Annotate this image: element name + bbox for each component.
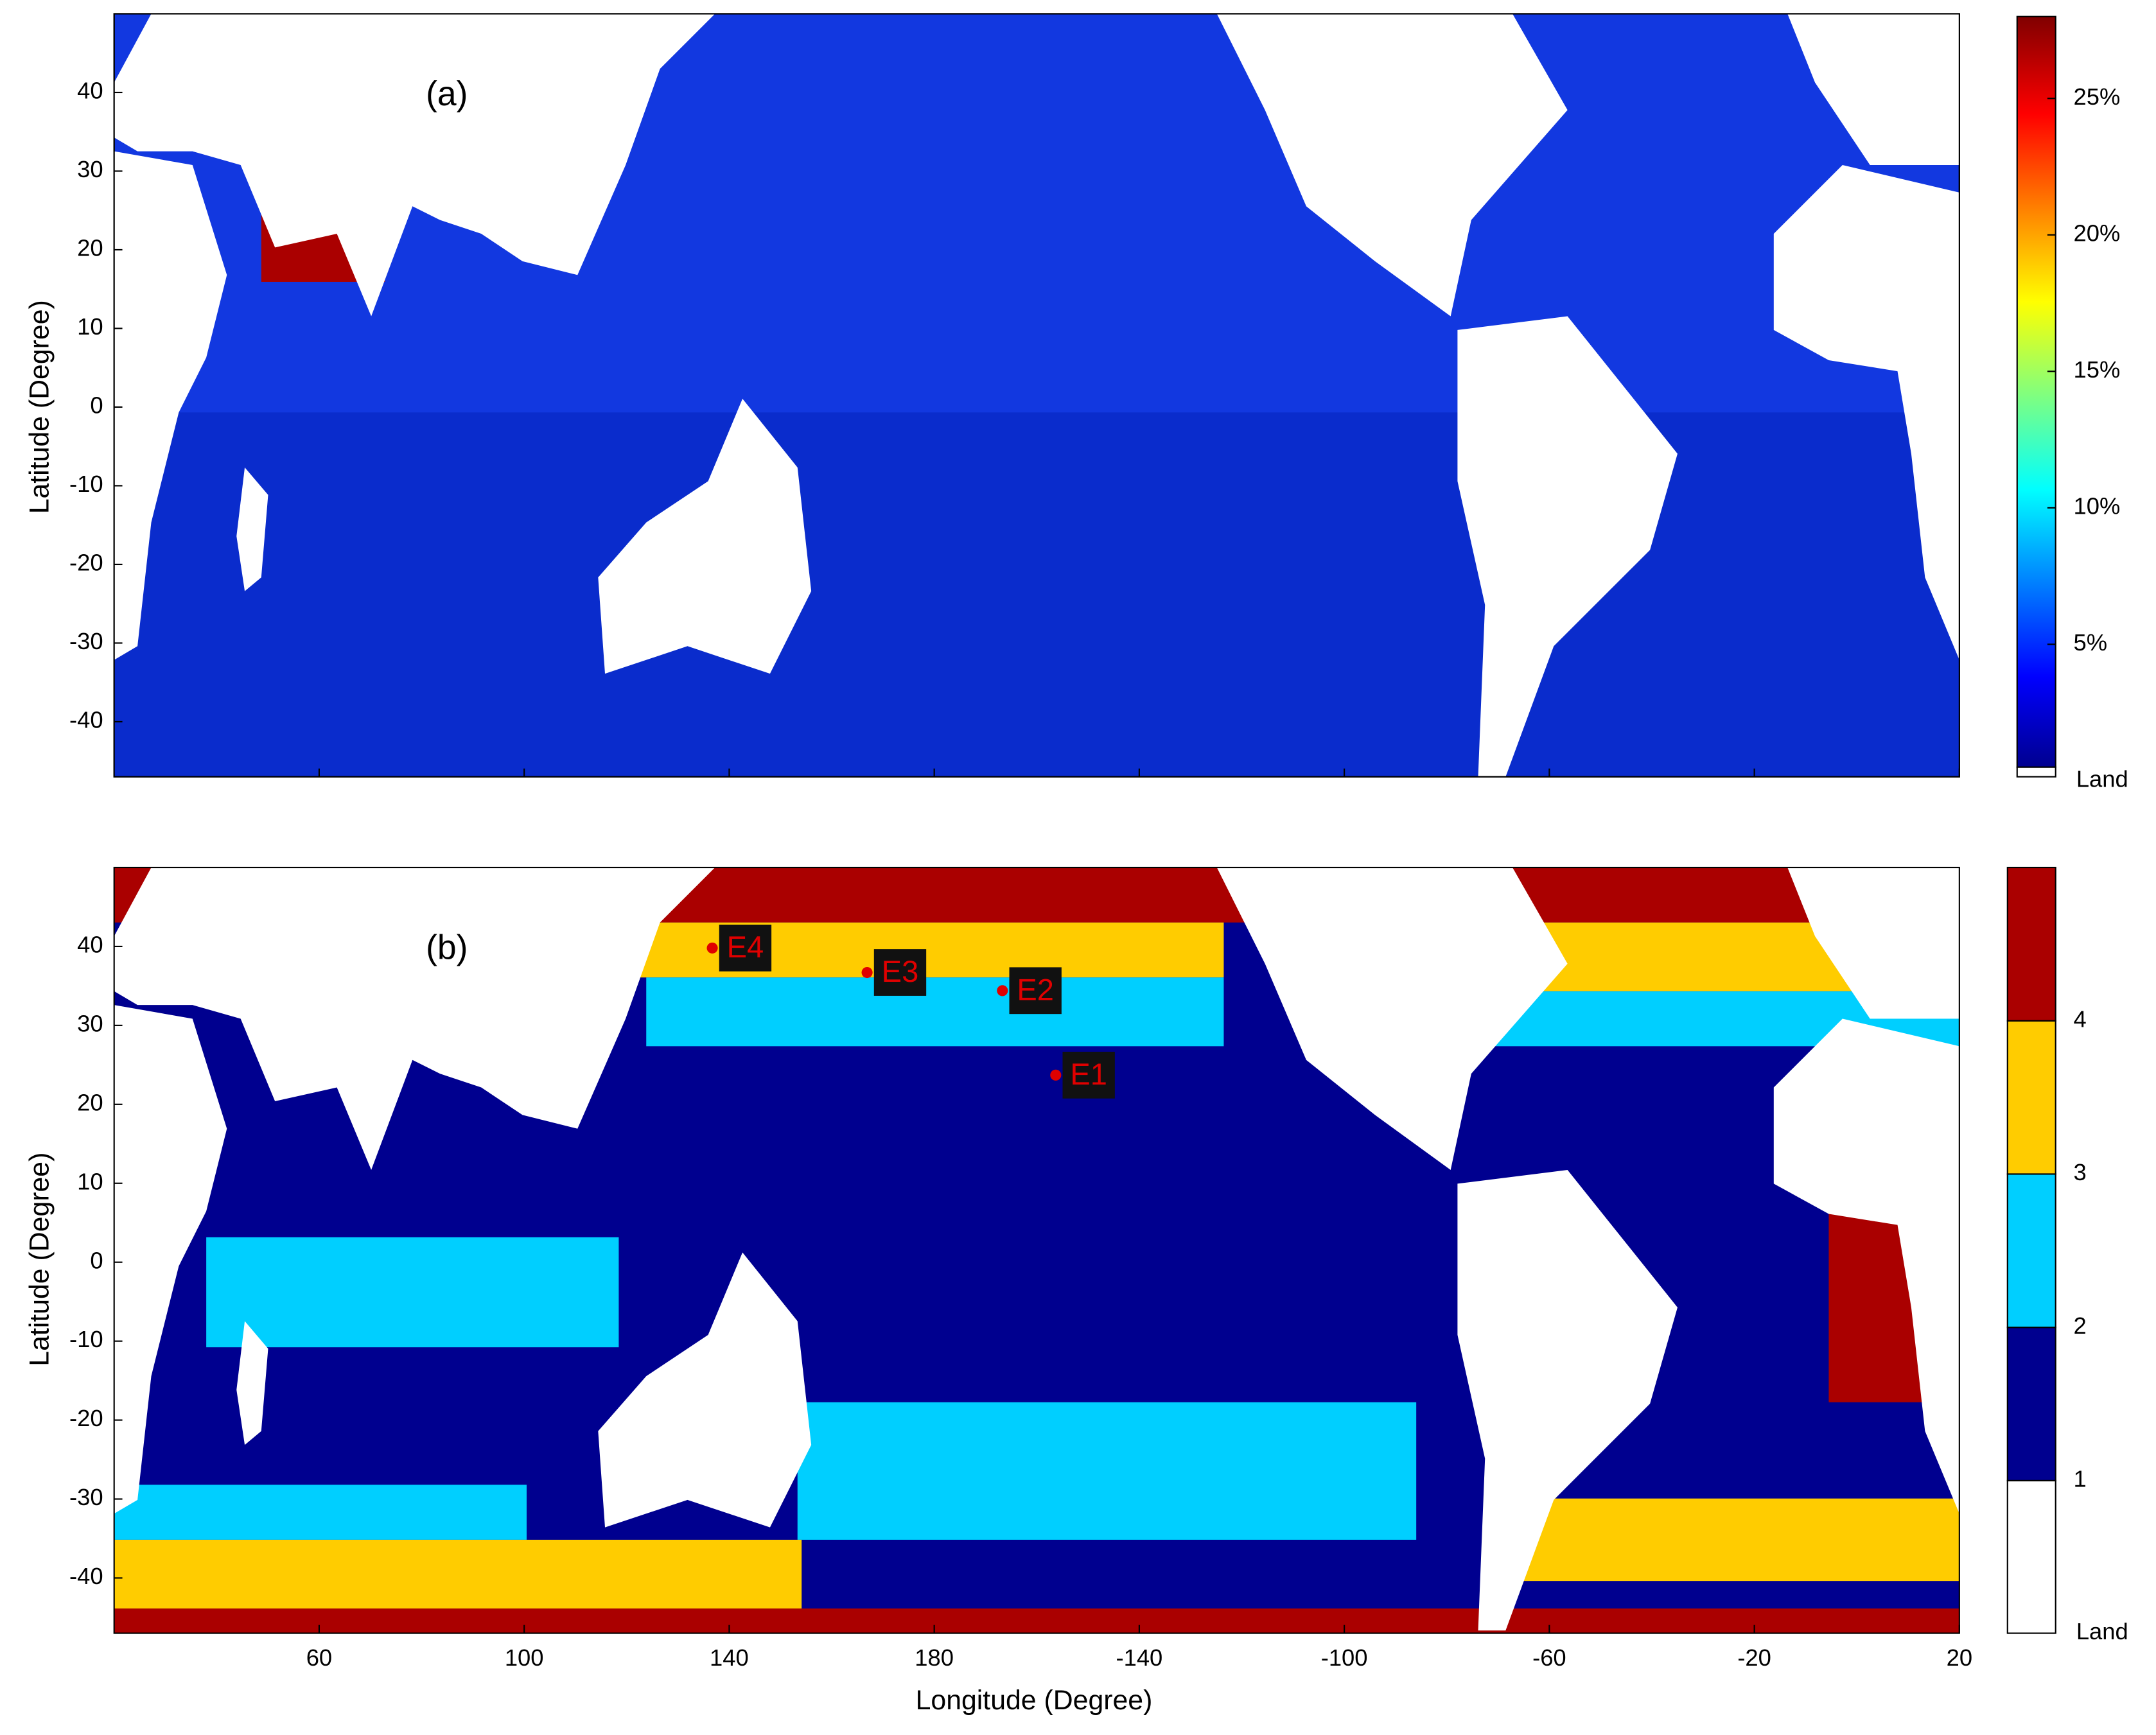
marker-label: E3: [882, 954, 919, 988]
marker-label-bg: [1009, 967, 1062, 1015]
region: [1512, 1498, 1959, 1582]
colorbar-tick-label: 5%: [2074, 629, 2108, 656]
y-tick-label: -20: [69, 550, 103, 576]
y-tick-label: 10: [77, 1168, 103, 1194]
frame: [113, 866, 1960, 1634]
x-tick-label: 140: [710, 1644, 749, 1671]
colorbar: [2016, 15, 2056, 768]
y-axis-label: Latitude (Degree): [24, 300, 55, 514]
x-tick-label: -20: [1737, 1644, 1771, 1671]
colorbar-class: [2006, 866, 2056, 1022]
marker: [1050, 1069, 1062, 1081]
y-tick-label: -40: [69, 707, 103, 733]
y-tick-label: 30: [77, 1010, 103, 1036]
colorbar-tick-label: 15%: [2074, 356, 2121, 383]
colorbar-class-label: 3: [2074, 1159, 2087, 1185]
colorbar-label: Land: [2076, 766, 2128, 792]
colorbar-class-label: 1: [2074, 1465, 2087, 1492]
panel-label: (a): [426, 75, 468, 113]
x-tick-label: -100: [1321, 1644, 1368, 1671]
marker-label: E2: [1017, 972, 1054, 1006]
marker: [997, 985, 1008, 997]
y-tick-label: 40: [77, 78, 103, 104]
colorbar-tick-label: 25%: [2074, 83, 2121, 110]
colorbar-class: [2006, 1327, 2056, 1481]
colorbar-class-label: 2: [2074, 1312, 2087, 1339]
x-tick-label: 60: [306, 1644, 332, 1671]
y-tick-label: 20: [77, 1089, 103, 1115]
colorbar-tick-label: 10%: [2074, 493, 2121, 519]
y-tick-label: 30: [77, 156, 103, 182]
region: [114, 1485, 527, 1540]
colorbar-tick-label: 20%: [2074, 220, 2121, 246]
y-tick-label: 0: [90, 392, 103, 419]
y-tick-label: 40: [77, 932, 103, 958]
region: [114, 1539, 802, 1609]
y-axis-label: Latitude (Degree): [24, 1153, 55, 1366]
marker-label-bg: [1062, 1051, 1115, 1099]
panel-label: (b): [426, 929, 468, 967]
x-tick-label: -60: [1532, 1644, 1566, 1671]
map-a-shade: [114, 412, 1959, 777]
x-axis-label: Longitude (Degree): [916, 1685, 1153, 1716]
colorbar-land: [2006, 1479, 2056, 1634]
marker-label: E4: [727, 930, 764, 964]
colorbar-class: [2006, 1020, 2056, 1175]
y-tick-label: -30: [69, 1484, 103, 1510]
colorbar-label: Land: [2076, 1618, 2128, 1644]
colorbar-class-label: 4: [2074, 1006, 2087, 1032]
region: [646, 977, 1224, 1047]
marker-label-bg: [719, 925, 772, 972]
y-tick-label: -20: [69, 1405, 103, 1431]
x-tick-label: -140: [1116, 1644, 1162, 1671]
marker-label: E1: [1070, 1057, 1107, 1091]
x-tick-label: 100: [505, 1644, 544, 1671]
colorbar-class: [2006, 1173, 2056, 1329]
region: [797, 1402, 1417, 1540]
y-tick-label: 20: [77, 235, 103, 261]
y-tick-label: -10: [69, 1326, 103, 1352]
x-tick-label: 180: [915, 1644, 954, 1671]
marker-label-bg: [873, 949, 927, 996]
marker: [861, 966, 873, 979]
y-tick-label: -10: [69, 471, 103, 497]
region: [206, 1237, 619, 1348]
y-tick-label: -40: [69, 1563, 103, 1589]
x-tick-label: 20: [1947, 1644, 1972, 1671]
marker: [706, 942, 718, 954]
y-tick-label: -30: [69, 628, 103, 654]
y-tick-label: 0: [90, 1247, 103, 1273]
colorbar-land: [2016, 766, 2056, 778]
frame: [113, 13, 1960, 778]
y-tick-label: 10: [77, 313, 103, 340]
region: [114, 1608, 1959, 1634]
